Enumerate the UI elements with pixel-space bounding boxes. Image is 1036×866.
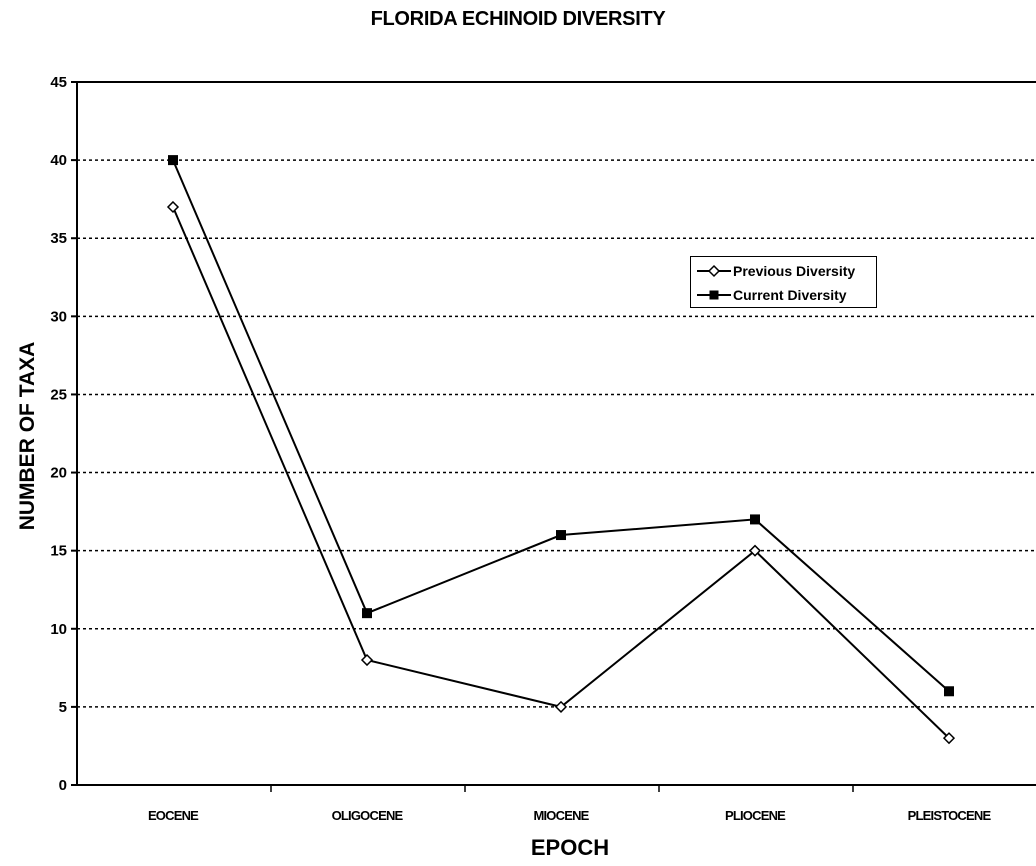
y-tick-label: 35 [50,230,67,247]
data-point-current [944,686,954,697]
data-point-previous [748,544,762,557]
open-diamond-marker-icon [697,264,731,278]
y-tick-label: 10 [50,621,67,638]
data-point-current [556,530,566,541]
data-point-current [362,608,372,619]
legend-label-current: Current Diversity [733,287,847,303]
data-point-previous [360,653,374,667]
data-point-current [750,514,760,525]
x-axis-title: EPOCH [530,835,610,860]
data-point-previous [166,200,180,214]
legend-label-previous: Previous Diversity [733,263,856,279]
filled-square-marker-icon [697,290,731,300]
y-tick-label: 40 [50,152,67,169]
y-tick-label: 25 [50,386,67,403]
chart-title: FLORIDA ECHINOID DIVERSITY [370,8,666,30]
legend-item-previous-diversity: Previous Diversity [691,260,876,282]
legend-item-current-diversity: Current Diversity [691,284,876,306]
data-point-previous [942,732,956,745]
y-tick-label: 30 [50,308,67,325]
x-tick-label: PLIOCENE [725,808,786,823]
y-tick-label: 0 [59,777,67,794]
y-tick-label: 15 [50,543,67,560]
series-line-current [172,159,950,693]
y-axis-title: NUMBER OF TAXA [16,341,39,531]
x-tick-label: PLEISTOCENE [908,808,992,823]
y-tick-label: 45 [50,74,67,91]
x-tick-label: EOCENE [148,808,199,823]
y-tick-label: 5 [59,699,67,716]
x-tick-label: MIOCENE [533,808,589,823]
legend: Previous Diversity Current Diversity [690,256,877,308]
data-point-previous [554,700,568,713]
data-point-current [168,155,178,166]
x-tick-label: OLIGOCENE [332,808,404,823]
y-tick-label: 20 [50,465,67,482]
